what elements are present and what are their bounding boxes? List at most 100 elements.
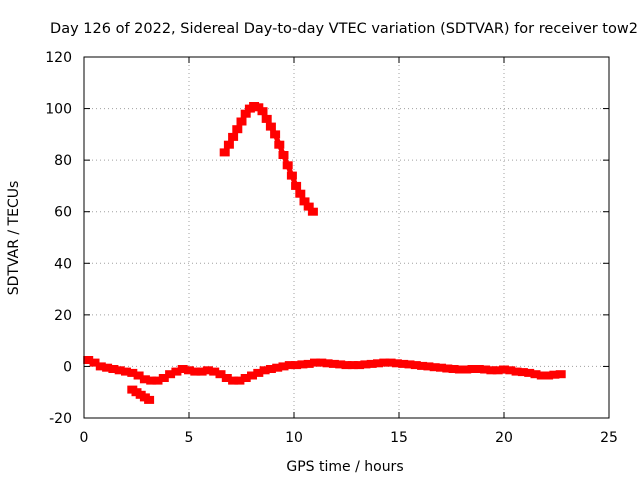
- data-point: [373, 359, 383, 368]
- data-point: [202, 366, 213, 375]
- data-point: [530, 370, 541, 379]
- data-point: [517, 368, 528, 377]
- data-point: [354, 361, 365, 370]
- data-point: [139, 375, 150, 384]
- data-point: [95, 362, 106, 371]
- data-point: [133, 371, 144, 380]
- data-point: [555, 370, 566, 379]
- data-layer: [83, 102, 566, 404]
- data-point: [524, 368, 535, 377]
- data-point: [448, 365, 459, 373]
- data-point: [291, 361, 302, 370]
- data-point: [270, 130, 281, 139]
- data-point: [360, 360, 371, 369]
- data-point: [404, 360, 415, 369]
- data-point: [511, 367, 522, 376]
- data-point: [295, 189, 306, 198]
- x-tick-label: 0: [80, 430, 89, 446]
- data-point: [247, 371, 257, 380]
- plot-frame: [83, 56, 610, 419]
- y-tick-label: 40: [54, 256, 72, 272]
- data-point: [480, 365, 491, 374]
- y-tick-label: 100: [45, 102, 72, 118]
- data-point: [536, 371, 547, 380]
- y-tick-label: -20: [49, 411, 72, 427]
- data-point: [284, 361, 295, 370]
- data-point: [278, 362, 289, 371]
- data-point: [417, 361, 428, 370]
- data-point: [144, 395, 155, 404]
- data-point: [236, 117, 247, 126]
- tick-label-layer: 0 5 10 15 20 25 -20 0 20 40 60 80 100 120: [45, 50, 618, 446]
- grid-layer: [84, 57, 609, 418]
- y-tick-label: 80: [54, 153, 72, 169]
- data-point: [505, 366, 516, 375]
- data-point: [253, 368, 264, 377]
- data-point: [291, 181, 302, 190]
- data-point: [549, 370, 560, 379]
- data-point: [486, 366, 497, 375]
- data-point: [184, 366, 194, 375]
- data-point: [310, 358, 320, 367]
- tick-layer: [83, 56, 610, 419]
- data-point: [121, 367, 131, 376]
- data-point: [347, 361, 358, 370]
- x-axis-label: GPS time / hours: [286, 459, 403, 475]
- data-point: [228, 376, 239, 385]
- data-point: [454, 365, 465, 374]
- y-tick-label: 120: [45, 50, 72, 66]
- data-point: [341, 361, 352, 370]
- data-point: [282, 161, 293, 170]
- data-point: [316, 358, 327, 367]
- data-point: [429, 363, 440, 372]
- data-point: [257, 107, 268, 116]
- data-point: [297, 360, 308, 369]
- data-point: [436, 363, 446, 372]
- data-point: [83, 356, 94, 364]
- data-point: [328, 359, 339, 368]
- x-tick-label: 15: [390, 430, 408, 446]
- data-point: [146, 376, 157, 385]
- data-point: [261, 114, 272, 123]
- data-point: [391, 359, 402, 368]
- data-point: [114, 366, 125, 375]
- data-point: [499, 365, 509, 374]
- data-point: [219, 148, 230, 157]
- data-point: [223, 140, 234, 149]
- data-point: [265, 122, 276, 131]
- data-point: [190, 367, 201, 376]
- data-point: [234, 376, 245, 385]
- y-tick-label: 60: [54, 205, 72, 221]
- x-tick-label: 5: [185, 430, 194, 446]
- data-point: [398, 359, 409, 368]
- chart-title: Day 126 of 2022, Sidereal Day-to-day VTE…: [50, 21, 638, 37]
- data-point: [127, 368, 138, 377]
- data-point: [461, 365, 472, 374]
- y-axis-label: SDTVAR / TECUs: [6, 181, 22, 296]
- data-point: [265, 365, 276, 373]
- data-point: [272, 363, 283, 372]
- data-point: [108, 365, 119, 373]
- data-point: [278, 151, 289, 159]
- x-tick-label: 20: [495, 430, 513, 446]
- data-point: [171, 367, 182, 376]
- data-point: [158, 374, 169, 382]
- data-point: [303, 202, 314, 211]
- data-point: [442, 364, 453, 373]
- data-point: [152, 376, 163, 385]
- data-point: [196, 367, 207, 376]
- data-point: [423, 362, 434, 371]
- x-tick-label: 25: [600, 430, 618, 446]
- data-point: [102, 363, 113, 372]
- data-point: [215, 370, 226, 379]
- data-point: [322, 359, 333, 368]
- data-point: [177, 365, 188, 373]
- data-point: [410, 361, 421, 370]
- data-point: [303, 359, 314, 368]
- data-point: [299, 197, 310, 206]
- data-point: [259, 366, 270, 375]
- data-point: [492, 366, 503, 375]
- data-point: [240, 374, 251, 382]
- data-point: [379, 358, 390, 367]
